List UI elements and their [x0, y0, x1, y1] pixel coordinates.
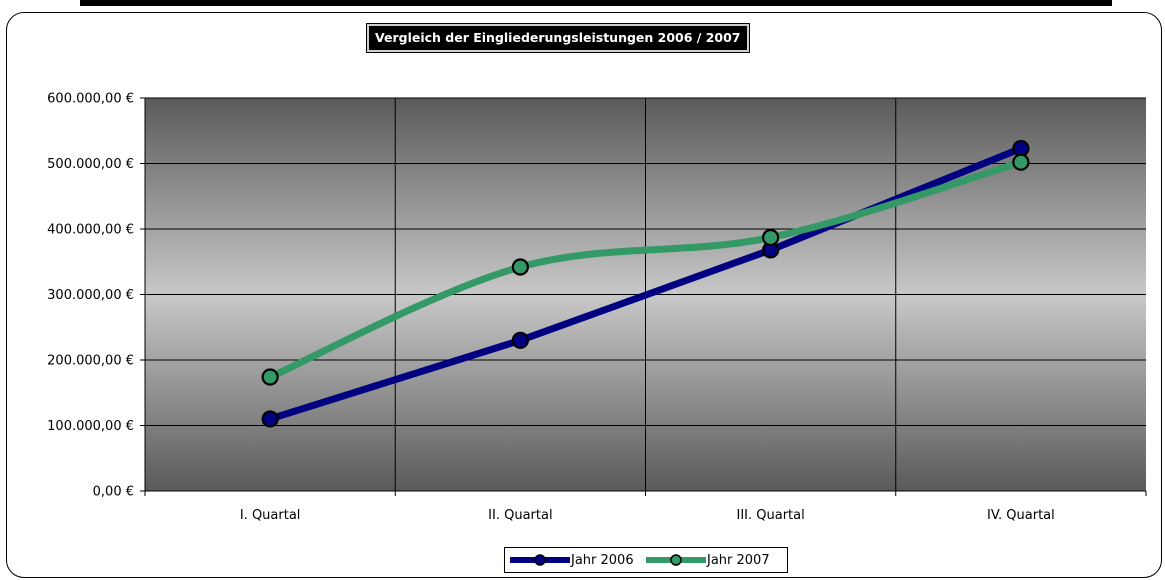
y-tick-label: 300.000,00 € — [47, 288, 134, 303]
legend-item-series-2: Jahr 2007 — [645, 548, 770, 572]
y-tick-label: 500.000,00 € — [47, 157, 134, 172]
data-point-series-2-1 — [261, 368, 279, 386]
y-tick-label: 200.000,00 € — [47, 354, 134, 369]
top-rule — [80, 0, 1112, 6]
y-tick-label: 600.000,00 € — [47, 92, 134, 107]
x-tick-label: II. Quartal — [488, 508, 552, 523]
legend: Jahr 2006 Jahr 2007 — [504, 547, 788, 573]
series-lines — [266, 144, 1025, 423]
data-point-series-2-4 — [1012, 153, 1030, 171]
legend-label-series-2: Jahr 2007 — [707, 552, 770, 568]
legend-label-series-1: Jahr 2006 — [571, 552, 634, 568]
x-axis-tick-labels: I. Quartal II. Quartal III. Quartal IV. Qua… — [240, 508, 1055, 523]
series-line-1 — [266, 144, 1025, 423]
legend-swatch-series-2 — [646, 554, 706, 566]
legend-item-series-1: Jahr 2006 — [509, 548, 634, 572]
series-line-2 — [266, 158, 1025, 381]
data-point-series-2-2 — [511, 258, 529, 276]
data-point-series-2-3 — [762, 228, 780, 247]
chart-title: Vergleich der Eingliederungsleistungen 2… — [366, 23, 750, 53]
y-axis-tick-labels: 0,00 € 100.000,00 € 200.000,00 € 300.000,00… — [47, 92, 134, 500]
series-markers — [261, 139, 1030, 428]
data-point-series-1-1 — [261, 410, 279, 428]
axes — [140, 97, 1147, 496]
y-tick-label: 100.000,00 € — [47, 419, 134, 434]
y-tick-label: 400.000,00 € — [47, 223, 134, 238]
x-tick-label: I. Quartal — [240, 508, 301, 523]
x-tick-label: IV. Quartal — [987, 508, 1055, 523]
data-point-series-1-2 — [511, 331, 529, 349]
x-tick-label: III. Quartal — [737, 508, 805, 523]
legend-swatch-series-1 — [510, 554, 570, 566]
y-tick-label: 0,00 € — [93, 485, 134, 500]
